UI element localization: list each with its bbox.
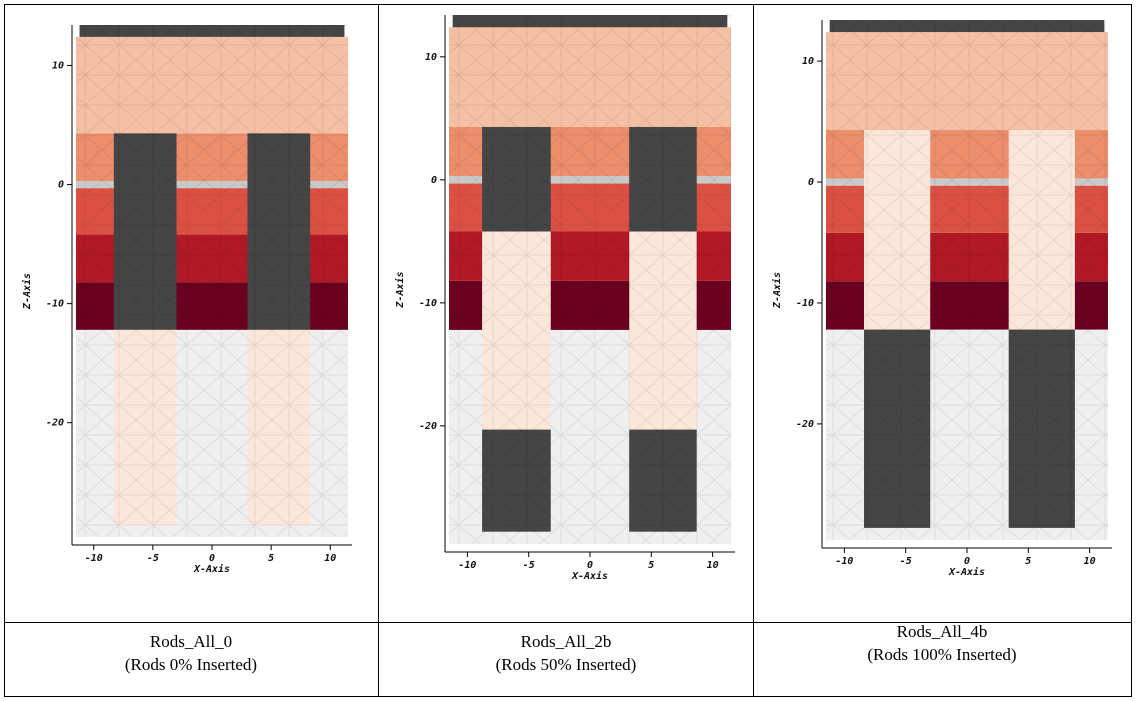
y-tick-label: -10 [419,298,437,309]
figure-table: -10 -5 0 5 10 -20 -10 0 10 X-Axis Z-Axis Rods_All_0… [0,0,1136,701]
y-tick-label: 0 [808,177,814,188]
x-tick-label: 0 [209,553,215,564]
caption: (Rods 0% Inserted) [125,655,257,674]
y-axis-label: Z-Axis [394,271,406,308]
x-tick-label: 5 [648,560,654,571]
x-tick-label: 10 [1084,556,1096,567]
y-tick-label: -20 [46,418,64,429]
x-tick-label: 5 [268,553,274,564]
y-tick-label: -10 [46,299,64,310]
x-tick-label: -10 [85,553,103,564]
x-tick-label: 0 [964,556,970,567]
y-tick-label: -20 [796,419,814,430]
plot: -10 -5 0 5 10 -20 -10 0 10 X-Axis Z-Axis [771,20,1112,578]
y-tick-label: -20 [419,421,437,432]
x-tick-label: 5 [1025,556,1031,567]
caption: (Rods 50% Inserted) [496,655,637,674]
caption: Rods_All_4b [897,622,988,641]
mesh-overlay [826,20,1108,540]
caption: Rods_All_2b [521,632,612,651]
x-tick-label: -5 [523,560,535,571]
x-tick-label: 10 [707,560,719,571]
y-tick-label: 10 [802,56,814,67]
x-axis-label: X-Axis [571,570,608,582]
y-axis-label: Z-Axis [771,272,783,309]
plot: -10 -5 0 5 10 -20 -10 0 10 X-Axis Z-Axis [394,15,735,582]
mesh-overlay [76,25,348,537]
caption: Rods_All_0 [150,632,232,651]
y-tick-label: 10 [52,60,64,71]
x-axis-label: X-Axis [948,566,985,578]
x-tick-label: 0 [587,560,593,571]
x-tick-label: 10 [324,553,336,564]
mesh-overlay [449,15,731,544]
y-tick-label: -10 [796,298,814,309]
caption: (Rods 100% Inserted) [867,645,1016,664]
x-tick-label: -5 [147,553,159,564]
x-tick-label: -10 [835,556,853,567]
y-tick-label: 0 [431,175,437,186]
plot: -10 -5 0 5 10 -20 -10 0 10 X-Axis Z-Axis [21,25,352,575]
x-tick-label: -5 [900,556,912,567]
x-axis-label: X-Axis [193,563,230,575]
y-tick-label: 10 [425,52,437,63]
x-tick-label: -10 [458,560,476,571]
y-axis-label: Z-Axis [21,273,33,310]
y-tick-label: 0 [58,180,64,191]
